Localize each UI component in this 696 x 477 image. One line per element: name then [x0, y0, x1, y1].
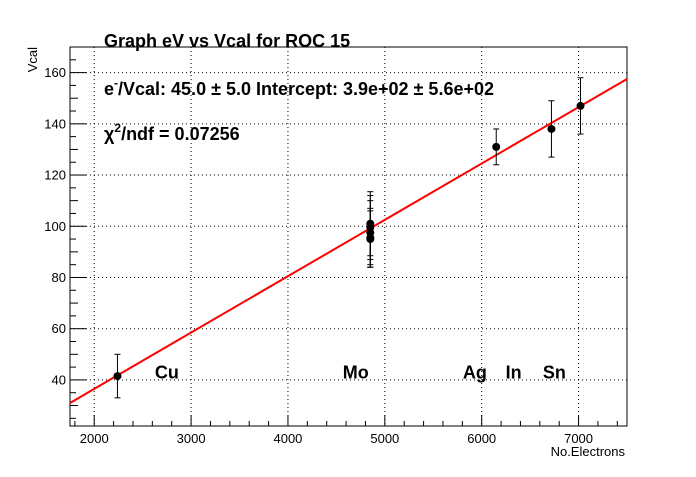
y-tick-label: 40 [52, 372, 66, 387]
chi-symbol: χ [104, 124, 115, 144]
x-tick-label: 5000 [370, 431, 399, 446]
y-tick-label: 160 [44, 65, 66, 80]
y-tick-label: 120 [44, 168, 66, 183]
y-tick-label: 140 [44, 116, 66, 131]
chi2-annotation: χ2/ndf = 0.07256 [104, 121, 240, 144]
x-tick-label: 3000 [177, 431, 206, 446]
point-marker [576, 101, 585, 110]
element-label-in: In [506, 363, 522, 383]
x-tick-label: 7000 [564, 431, 593, 446]
chart-title: Graph eV vs Vcal for ROC 15 [104, 31, 350, 51]
slope-superscript: - [114, 76, 118, 90]
data-point [492, 128, 501, 166]
x-tick-label: 6000 [467, 431, 496, 446]
element-label-ag: Ag [463, 363, 487, 383]
element-label-sn: Sn [543, 363, 566, 383]
point-marker [492, 142, 501, 151]
y-tick-label: 80 [52, 270, 66, 285]
chi-superscript: 2 [114, 121, 121, 135]
element-label-mo: Mo [343, 363, 369, 383]
data-point [547, 100, 556, 158]
point-marker [547, 124, 556, 133]
slope-text: /Vcal: 45.0 ± 5.0 Intercept: 3.9e+02 ± 5… [118, 79, 494, 99]
x-tick-label: 4000 [273, 431, 302, 446]
data-points [113, 77, 585, 399]
y-tick-label: 100 [44, 219, 66, 234]
plot-frame [69, 46, 628, 427]
data-point [366, 210, 375, 268]
grid [70, 47, 627, 426]
data-point [113, 353, 122, 399]
x-tick-label: 2000 [80, 431, 109, 446]
chi-text: /ndf = 0.07256 [121, 124, 240, 144]
point-marker [366, 235, 375, 244]
y-tick-label: 60 [52, 321, 66, 336]
y-axis-title: Vcal [25, 47, 40, 72]
data-point [576, 77, 585, 135]
point-marker [113, 372, 122, 381]
axis-tick-labels: 2000 3000 4000 5000 6000 7000 40 60 80 100 120 140 1… [44, 65, 593, 446]
fit-layer [69, 78, 628, 404]
fit-line [69, 78, 628, 404]
element-labels: Cu Mo Ag In Sn [155, 363, 566, 383]
x-axis-title: No.Electrons [551, 444, 626, 459]
axis-ticks [70, 46, 618, 426]
slope-prefix: e [104, 79, 114, 99]
slope-annotation: e-/Vcal: 45.0 ± 5.0 Intercept: 3.9e+02 ±… [104, 76, 494, 99]
element-label-cu: Cu [155, 363, 179, 383]
